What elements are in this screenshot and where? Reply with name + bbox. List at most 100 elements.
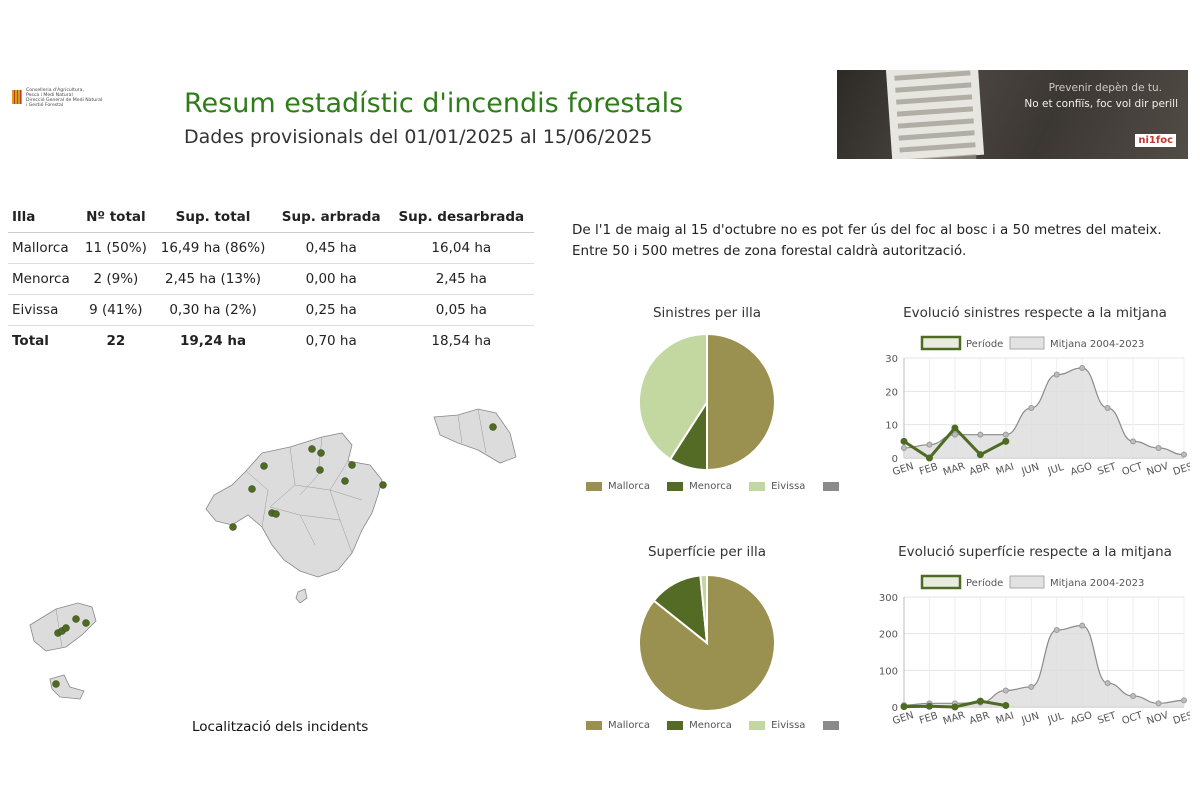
cabrera-island: [295, 588, 308, 604]
incident-marker[interactable]: [308, 445, 316, 453]
banner-photo-paper: [885, 70, 985, 159]
column-header: Sup. desarbrada: [388, 202, 534, 233]
periode-point[interactable]: [900, 437, 908, 445]
mitjana-point[interactable]: [1002, 687, 1009, 694]
legend-swatch: [749, 720, 766, 730]
mitjana-point[interactable]: [1079, 365, 1086, 371]
mitjana-point[interactable]: [1028, 405, 1035, 411]
table-cell: 22: [106, 333, 126, 349]
legend-item[interactable]: Eivissa: [749, 720, 805, 731]
legend-item[interactable]: Mallorca: [586, 720, 650, 731]
periode-point[interactable]: [900, 703, 908, 711]
periode-point[interactable]: [1002, 702, 1010, 710]
legend-label: Eivissa: [771, 720, 806, 731]
campaign-banner[interactable]: Prevenir depèn de tu. No et confiïs, foc…: [837, 70, 1188, 159]
legend-item[interactable]: Mallorca: [586, 481, 650, 492]
mitjana-point[interactable]: [1130, 693, 1137, 699]
brand-number: 1: [1148, 135, 1156, 146]
pie-slice-eivissa[interactable]: [699, 573, 708, 644]
page-subtitle: Dades provisionals del 01/01/2025 al 15/…: [184, 126, 653, 148]
legend-label: Eivissa: [771, 481, 806, 492]
legend-swatch-periode: [920, 574, 962, 590]
pie-slice-eivissa[interactable]: [638, 332, 708, 461]
periode-point[interactable]: [951, 424, 959, 432]
incident-marker[interactable]: [316, 466, 324, 474]
incident-marker[interactable]: [379, 481, 387, 489]
pie-chart-superficie[interactable]: [634, 570, 780, 716]
incident-marker[interactable]: [348, 461, 356, 469]
column-header: Sup. total: [152, 202, 274, 233]
pie-legend: Mallorca Menorca Eivissa: [586, 720, 859, 731]
x-tick-label: DES: [1172, 710, 1190, 727]
incident-marker[interactable]: [229, 523, 237, 531]
line-legend: Període Mitjana 2004-2023: [920, 574, 1144, 590]
table-cell: 0,70 ha: [305, 333, 357, 349]
x-tick-label: JUL: [1046, 711, 1066, 727]
pie-chart-sinistres[interactable]: [634, 329, 780, 475]
mitjana-point[interactable]: [1155, 445, 1162, 451]
legend-swatch-mitjana: [1009, 336, 1045, 350]
periode-point[interactable]: [925, 702, 933, 710]
periode-point[interactable]: [1002, 437, 1010, 445]
y-tick-label: 0: [892, 454, 898, 465]
incident-marker[interactable]: [317, 449, 325, 457]
x-tick-label: NOV: [1146, 461, 1170, 478]
incident-marker[interactable]: [72, 615, 80, 623]
mitjana-point[interactable]: [977, 431, 984, 438]
mitjana-point[interactable]: [1053, 627, 1060, 633]
mitjana-point[interactable]: [1028, 683, 1035, 690]
legend-item[interactable]: Menorca: [667, 720, 732, 731]
mitjana-point[interactable]: [1053, 371, 1060, 378]
periode-point[interactable]: [976, 697, 984, 705]
x-tick-label: JUL: [1046, 462, 1066, 478]
periode-point[interactable]: [925, 454, 933, 462]
y-tick-label: 300: [879, 593, 898, 604]
incident-marker[interactable]: [248, 485, 256, 493]
incident-marker[interactable]: [272, 510, 280, 518]
incident-marker[interactable]: [260, 462, 268, 470]
mitjana-point[interactable]: [1002, 431, 1009, 438]
pie-chart-title: Sinistres per illa: [652, 305, 762, 321]
mitjana-point[interactable]: [1130, 438, 1137, 445]
mitjana-point[interactable]: [1104, 405, 1111, 411]
pie-slice-mallorca[interactable]: [706, 332, 776, 472]
brand-suffix: foc: [1155, 135, 1173, 146]
x-tick-label: AGO: [1069, 710, 1094, 727]
x-tick-label: FEB: [918, 461, 940, 477]
table-row: Menorca 2 (9%) 2,45 ha (13%) 0,00 ha 2,4…: [8, 263, 534, 295]
y-tick-label: 20: [885, 387, 898, 398]
line-chart-title: Evolució sinistres respecte a la mitjana: [903, 305, 1167, 321]
incident-marker[interactable]: [489, 423, 497, 431]
incident-marker[interactable]: [62, 624, 70, 632]
menorca-island: [433, 408, 517, 464]
legend-item[interactable]: Menorca: [667, 481, 732, 492]
x-tick-label: MAI: [995, 711, 1016, 727]
mitjana-point[interactable]: [1181, 451, 1187, 458]
pie-chart-title: Superfície per illa: [647, 544, 767, 560]
mitjana-point[interactable]: [1104, 680, 1111, 687]
mitjana-point[interactable]: [901, 445, 907, 451]
incident-marker[interactable]: [341, 477, 349, 485]
stats-table: Illa Nº total Sup. total Sup. arbrada Su…: [8, 202, 534, 356]
incident-marker[interactable]: [82, 619, 90, 627]
mitjana-point[interactable]: [1155, 700, 1162, 707]
periode-point[interactable]: [976, 451, 984, 459]
legend-swatch: [822, 720, 839, 730]
incident-marker[interactable]: [52, 680, 60, 688]
notice-line-1: De l'1 de maig al 15 d'octubre no es pot…: [572, 222, 1162, 238]
mitjana-point[interactable]: [1079, 622, 1086, 629]
mitjana-point[interactable]: [926, 441, 933, 448]
table-cell: 0,05 ha: [388, 294, 534, 326]
mitjana-point[interactable]: [951, 431, 958, 438]
formentera-island: [49, 674, 85, 700]
incident-location-map[interactable]: [0, 395, 560, 710]
incident-markers: [52, 423, 497, 688]
legend-item[interactable]: Eivissa: [749, 481, 805, 492]
periode-point[interactable]: [951, 703, 959, 711]
legend-item[interactable]: [822, 720, 845, 731]
mitjana-point[interactable]: [1181, 697, 1187, 704]
legend-item[interactable]: [822, 481, 845, 492]
balearic-flag-icon: [12, 90, 22, 104]
